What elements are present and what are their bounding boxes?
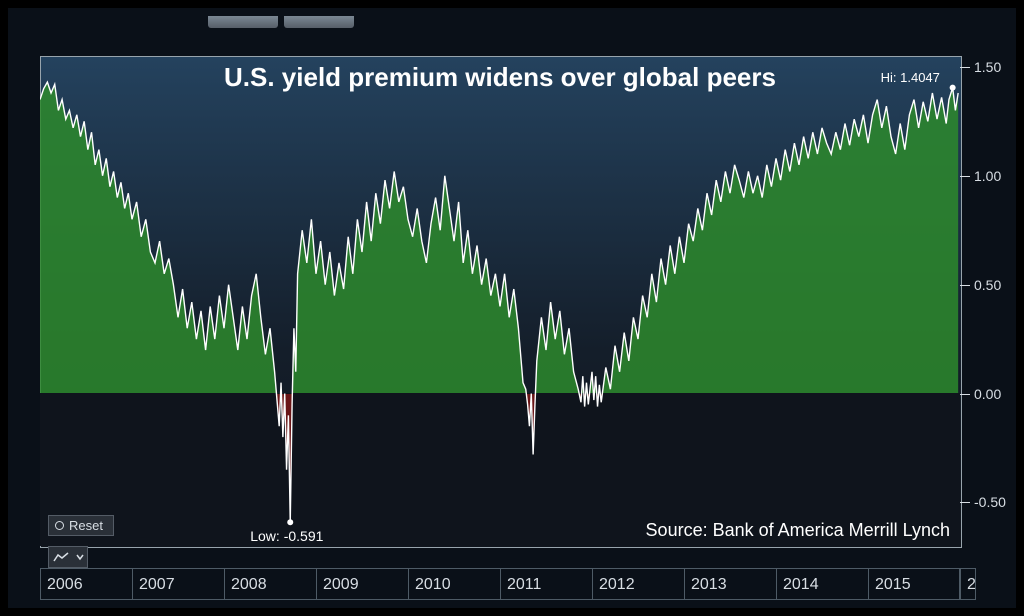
tab-stub-1[interactable]	[208, 16, 278, 28]
x-year-label: 2013	[684, 568, 776, 600]
x-year-label: 2010	[408, 568, 500, 600]
x-year-label: 2006	[40, 568, 132, 600]
x-year-label: 2011	[500, 568, 592, 600]
area-positive	[602, 88, 958, 394]
area-positive	[292, 171, 526, 393]
y-tick-label: -0.50	[974, 494, 1006, 510]
x-axis: 2006200720082009201020112012201320142015…	[40, 568, 960, 600]
y-tick-dash	[960, 394, 970, 395]
low-marker	[287, 519, 293, 525]
reset-button[interactable]: Reset	[48, 515, 114, 536]
chevron-down-icon	[76, 551, 84, 563]
y-tick-dash	[960, 285, 970, 286]
low-value-label: Low: -0.591	[250, 528, 323, 544]
chart-frame: U.S. yield premium widens over global pe…	[8, 8, 1016, 608]
y-tick-dash	[960, 502, 970, 503]
area-positive	[40, 82, 276, 393]
x-year-label: 2012	[592, 568, 684, 600]
y-tick-dash	[960, 176, 970, 177]
x-year-label: 2008	[224, 568, 316, 600]
chart-svg	[40, 56, 960, 546]
x-year-label: 2009	[316, 568, 408, 600]
chart-title: U.S. yield premium widens over global pe…	[40, 62, 960, 93]
reset-button-label: Reset	[69, 518, 103, 533]
toolbar-tabs	[208, 16, 354, 28]
area-chart-icon	[53, 551, 69, 563]
y-tick-label: 0.00	[974, 386, 1001, 402]
chart-style-dropdown[interactable]	[48, 546, 88, 568]
tab-stub-2[interactable]	[284, 16, 354, 28]
x-year-label: 2015	[868, 568, 960, 600]
y-tick-dash	[960, 67, 970, 68]
x-year-label: 2014	[776, 568, 868, 600]
x-year-label-partial: 2	[960, 568, 976, 600]
y-tick-label: 1.00	[974, 168, 1001, 184]
y-tick-label: 1.50	[974, 59, 1001, 75]
reset-icon	[55, 521, 64, 530]
x-year-label: 2007	[132, 568, 224, 600]
source-attribution: Source: Bank of America Merrill Lynch	[646, 520, 950, 541]
y-tick-label: 0.50	[974, 277, 1001, 293]
area-positive	[535, 302, 579, 393]
high-value-label: Hi: 1.4047	[881, 70, 940, 85]
